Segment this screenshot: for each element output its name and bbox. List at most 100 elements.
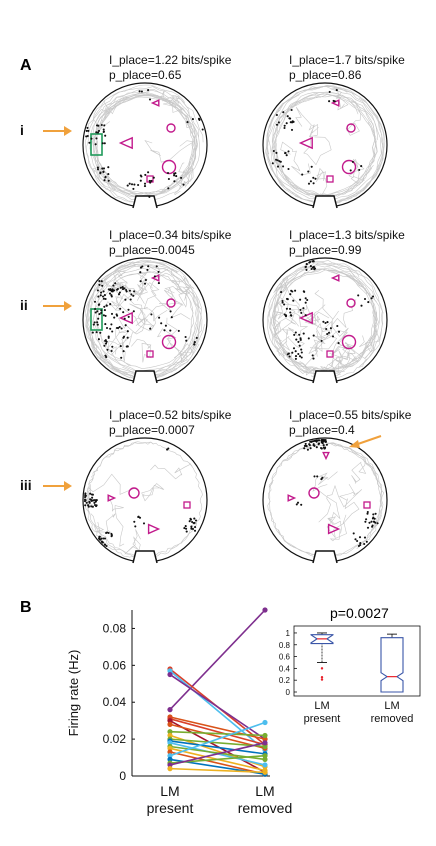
spike-dot [97,295,100,298]
spike-dot [326,332,329,336]
spike-dot [84,492,87,496]
spike-dot [282,165,285,168]
spike-dot [83,498,87,501]
spike-dot [329,327,332,330]
series-point [167,756,173,763]
spike-dot [120,356,123,359]
trajectory-path [85,84,186,204]
spike-dot [152,176,155,179]
spike-dot [103,179,106,182]
trajectory-path [269,264,380,376]
spike-dot [98,537,101,540]
spike-dot [286,353,289,356]
trajectory-path [315,320,348,357]
removed-landmark-box [90,133,103,156]
series-point [167,732,173,739]
spike-dot [309,440,312,443]
spike-dot [320,478,323,481]
spike-dot [300,503,303,506]
spike-dot [192,521,195,525]
spike-dot [367,301,370,304]
trajectory-path [104,94,195,195]
spike-dot [103,142,106,145]
spike-dot [93,499,97,502]
arrow-shaft [354,435,382,446]
spike-dot [111,330,114,333]
start-box [312,195,338,209]
spike-dot [92,499,95,502]
spike-dot [370,297,373,300]
spike-dot [104,314,107,317]
y-tick-label: 0.02 [103,732,127,746]
spike-dot [325,327,328,331]
start-box [312,550,338,564]
large-triangle-landmark [118,311,133,325]
spike-dot [118,291,121,294]
spike-dots [280,260,375,360]
spike-dot [96,168,100,171]
small-triangle-landmark [330,274,340,282]
spike-dot [108,292,112,295]
spike-dot [314,177,317,180]
row-arrow [43,481,72,491]
spike-dot [130,293,133,296]
spike-dot [106,348,109,351]
spike-dot [87,505,90,508]
spike-dot [123,317,126,320]
spike-dot [102,314,105,317]
spike-dot [117,326,120,330]
trajectory-path [104,283,133,311]
trajectory-path [265,85,384,201]
spike-dot [93,321,96,324]
spike-dot [100,537,103,540]
outlier-point [320,676,324,679]
spike-dot [139,280,142,283]
spike-dot [366,510,369,514]
spike-dot [144,173,147,176]
spike-dot [287,167,290,171]
trajectory-path [338,483,360,525]
spike-dot [104,342,108,345]
spike-dot [352,532,355,535]
spike-dot [360,304,363,307]
trajectory-path [316,488,342,534]
spike-dot [328,100,331,103]
trajectory-path [85,260,205,380]
series-point [167,718,173,724]
spike-dot [197,117,201,120]
spike-dot [102,130,105,133]
spatial-info-label: I_place=1.7 bits/spike [289,53,405,67]
spike-dot [110,312,114,315]
large-triangle-landmark [147,523,161,535]
y-tick-label: 0.08 [103,621,127,635]
small-circle-landmark [166,298,176,308]
spike-dot [100,123,103,127]
spike-dot [94,307,97,311]
spike-dot [295,503,298,506]
series-segment [169,609,266,711]
spike-dot [130,183,134,186]
series-point [262,736,268,742]
spike-dot [127,308,130,311]
inset-y-tick-label: 0.8 [279,641,291,650]
square-landmark [146,350,154,358]
spike-dot [299,338,302,341]
spike-dot [373,517,376,520]
series-point [167,749,173,755]
spike-dot [183,527,186,530]
spike-dot [201,128,204,131]
large-circle-landmark [341,159,357,175]
trajectory-path [92,267,198,373]
square-landmark [326,350,334,358]
small-triangle-landmark [287,494,297,502]
start-box [312,370,338,384]
spike-dot [323,438,326,442]
spike-dot [100,291,103,294]
spike-dot [180,176,183,179]
spike-dot [85,135,88,138]
spike-dot [359,543,362,547]
spatial-info-label: I_place=1.3 bits/spike [289,228,405,242]
spike-dot [102,167,106,170]
spike-dot [290,128,294,131]
notched-box [310,634,334,645]
